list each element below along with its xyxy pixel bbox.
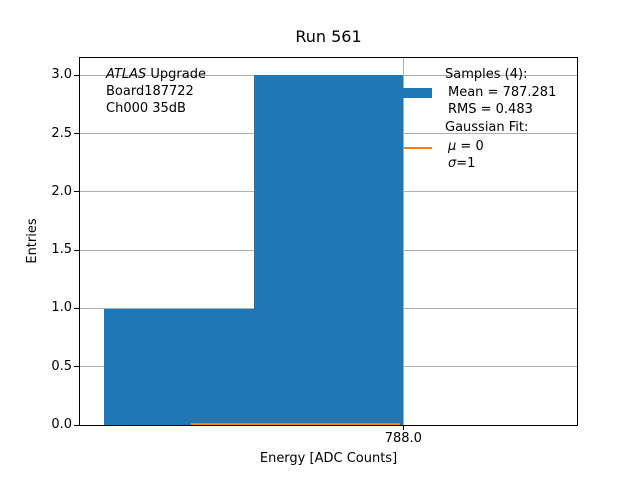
y-tick-label: 2.5: [51, 125, 72, 141]
annotation-block: ATLAS Upgrade Board187722 Ch000 35dB: [106, 66, 206, 117]
annotation-line-board: Board187722: [106, 84, 194, 99]
legend-label-mu: μ = 0: [448, 139, 484, 154]
annotation-line-channel: Ch000 35dB: [106, 101, 186, 116]
fit-line: [190, 422, 401, 425]
legend-line-fit: [403, 147, 432, 149]
legend: Samples (4): Mean = 787.281 RMS = 0.483 …: [403, 67, 588, 183]
legend-label-rms: RMS = 0.483: [448, 102, 533, 117]
legend-header-fit: Gaussian Fit:: [445, 120, 529, 135]
y-tick-label: 1.5: [51, 242, 72, 258]
y-tick-mark: [74, 191, 79, 193]
y-tick-mark: [74, 307, 79, 309]
legend-header-samples: Samples (4):: [445, 67, 528, 82]
y-tick-mark: [74, 249, 79, 251]
y-tick-label: 2.0: [51, 183, 72, 199]
gridline-vertical: [402, 58, 404, 425]
plot-area: ATLAS Upgrade Board187722 Ch000 35dB Sam…: [79, 57, 578, 426]
legend-label-mean: Mean = 787.281: [448, 85, 557, 100]
y-axis-label: Entries: [25, 218, 40, 264]
legend-swatch-histogram: [403, 88, 432, 98]
gridline-horizontal: [80, 74, 577, 76]
y-tick-mark: [74, 133, 79, 135]
y-tick-mark: [74, 74, 79, 76]
y-tick-label: 1.0: [51, 300, 72, 316]
histogram-bar: [103, 308, 254, 425]
chart-title: Run 561: [295, 27, 362, 46]
x-tick-label: 788.0: [384, 431, 422, 446]
y-tick-label: 3.0: [51, 67, 72, 83]
x-axis-label: Energy [ADC Counts]: [259, 451, 398, 466]
annotation-line-atlas: ATLAS Upgrade: [106, 67, 206, 82]
x-tick-mark: [402, 426, 404, 430]
y-tick-mark: [74, 424, 79, 426]
y-tick-label: 0.5: [51, 358, 72, 374]
legend-label-sigma: σ=1: [448, 156, 476, 171]
histogram-bar: [253, 75, 404, 425]
y-tick-mark: [74, 366, 79, 368]
y-tick-label: 0.0: [51, 417, 72, 432]
